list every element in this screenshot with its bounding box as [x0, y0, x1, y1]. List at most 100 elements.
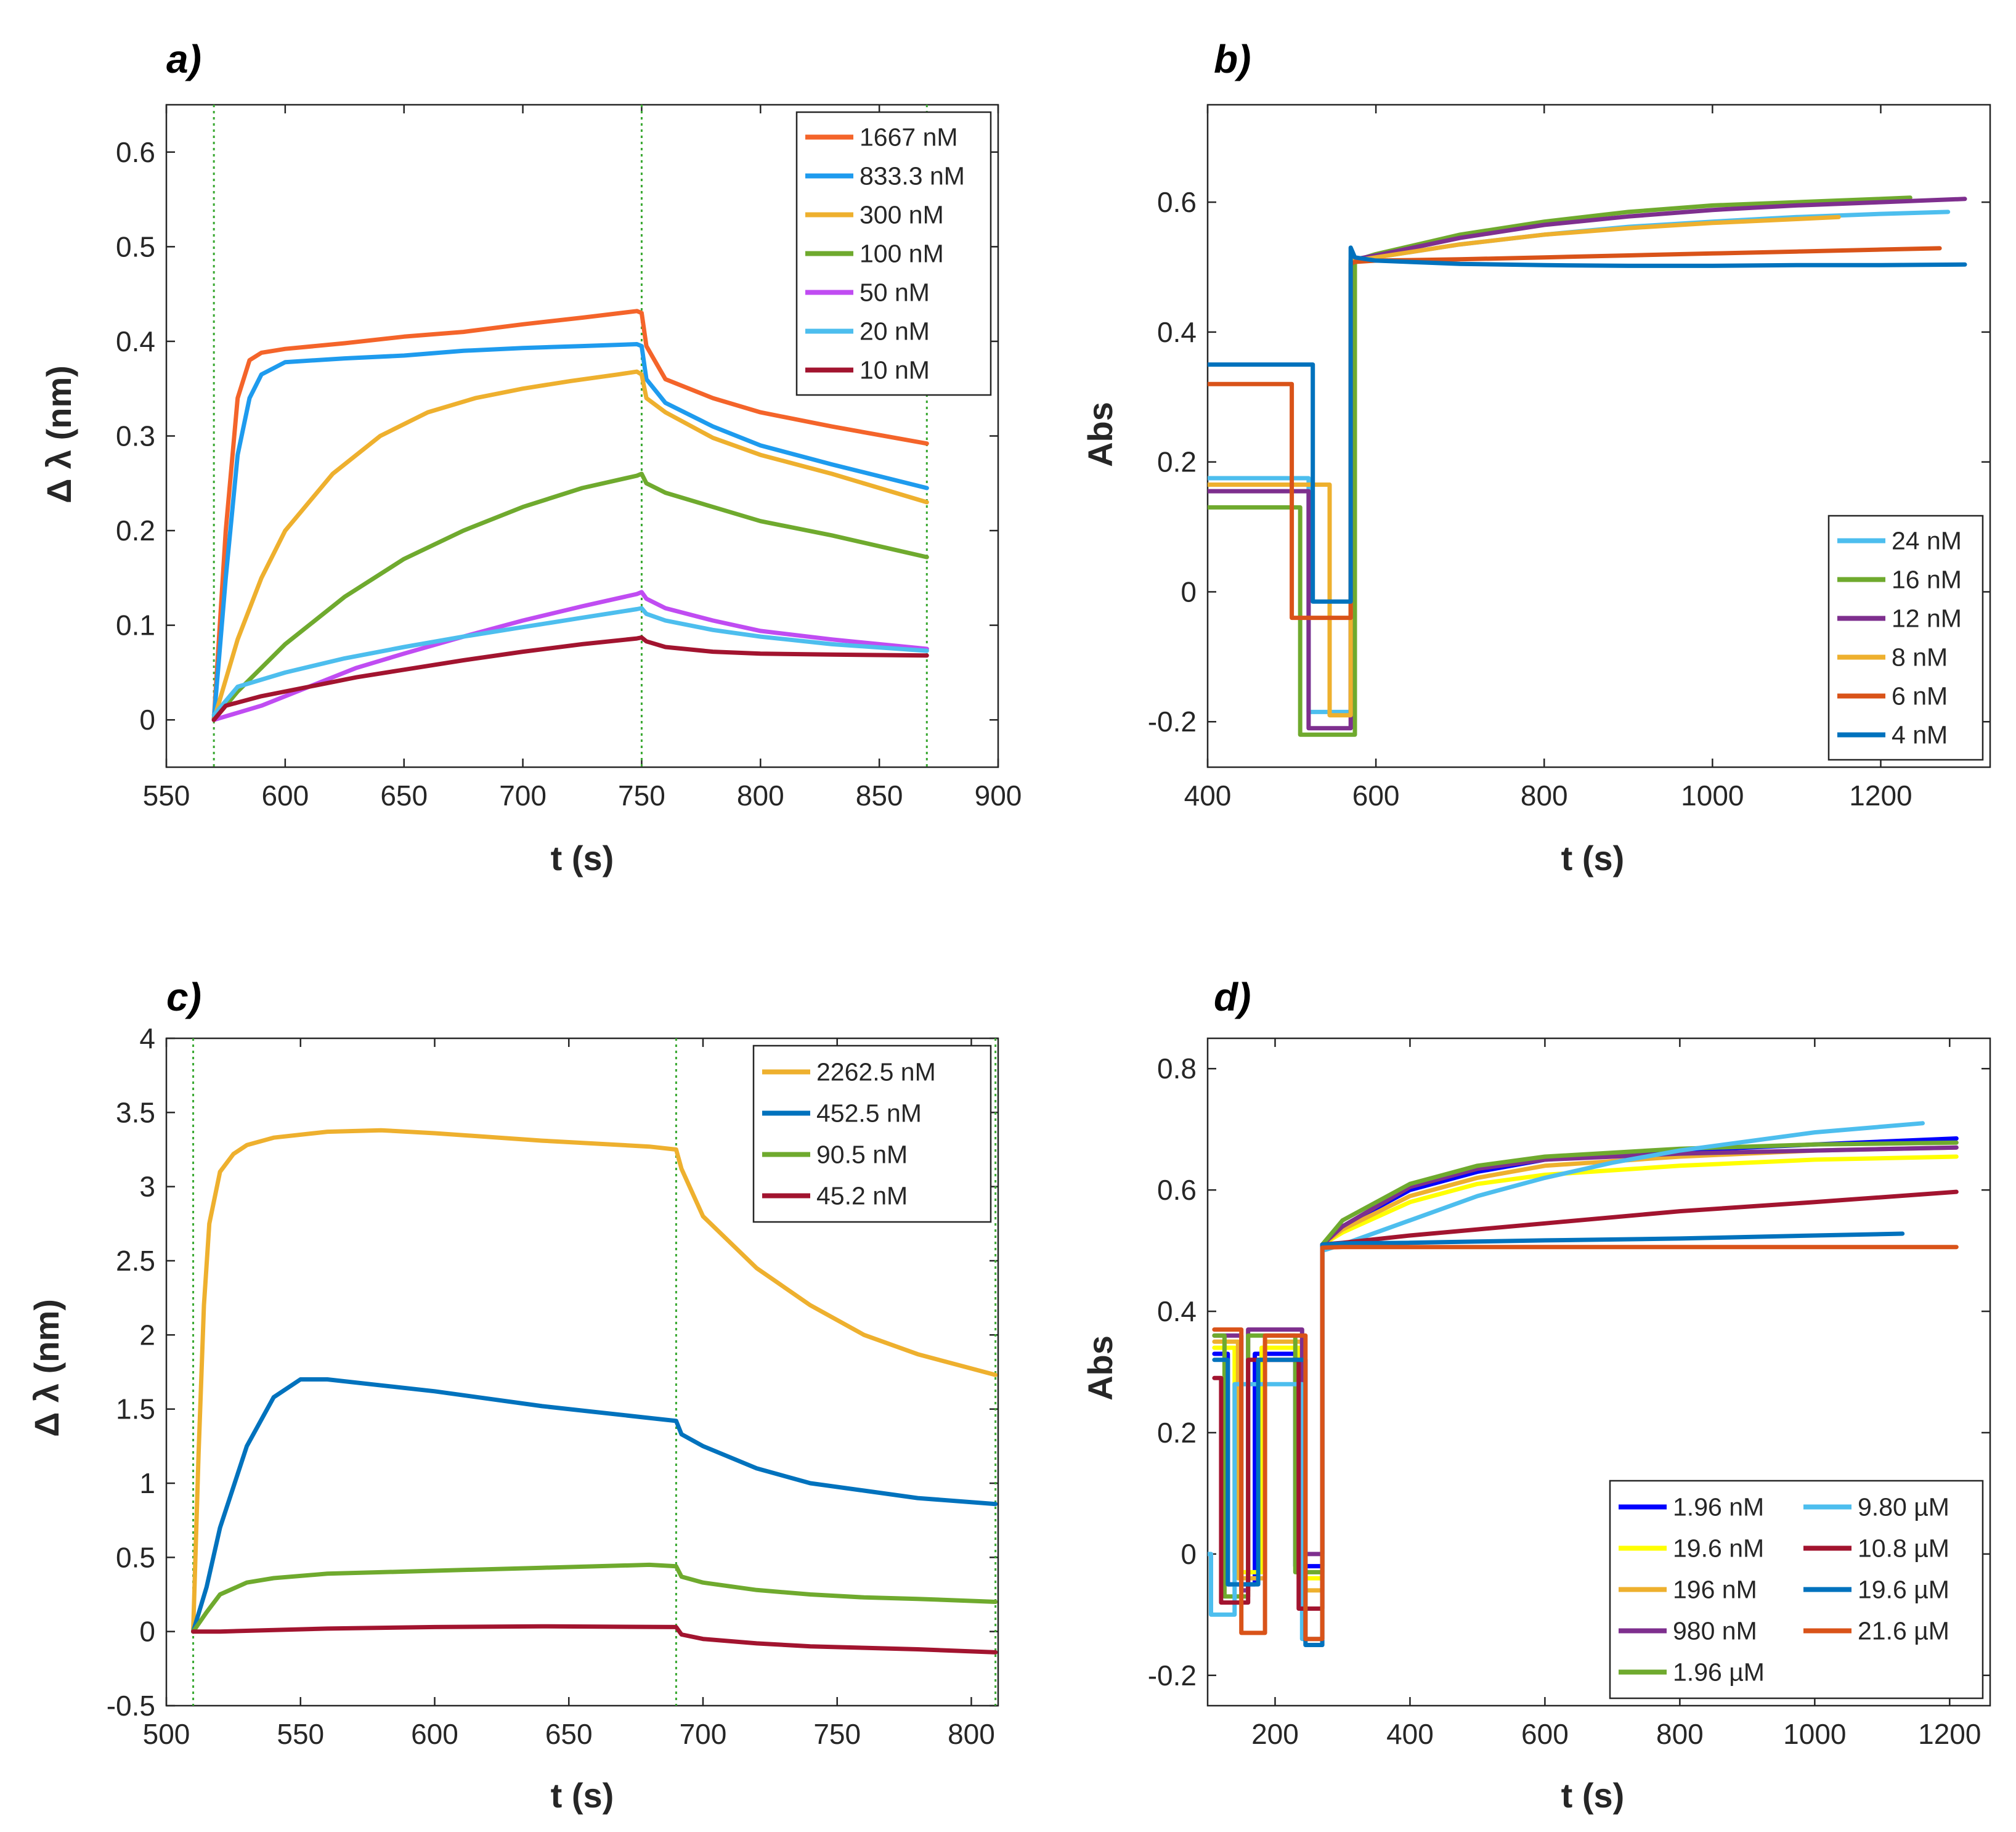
panel-a-xtick-label: 850 — [856, 780, 903, 812]
panel-d-legend-label: 1.96 nM — [1673, 1493, 1764, 1521]
panel-b-ytick-label: 0.6 — [1157, 186, 1197, 218]
panel-c-legend-label: 90.5 nM — [816, 1141, 908, 1169]
panel-a-xtick-label: 700 — [499, 780, 547, 812]
panel-a-xtick-label: 800 — [737, 780, 784, 812]
panel-d-ytick-label: 0 — [1181, 1538, 1197, 1570]
panel-d-ytick-label: 0.8 — [1157, 1052, 1197, 1085]
panel-d-ytick-label: 0.6 — [1157, 1174, 1197, 1206]
panel-a-ytick-label: 0.2 — [116, 515, 155, 547]
panel-b-xtick-label: 1200 — [1849, 780, 1912, 812]
panel-a-legend-label: 100 nM — [860, 240, 944, 268]
panel-b-legend-box — [1827, 515, 1984, 761]
panel-a-xtick-label: 900 — [975, 780, 1022, 812]
panel-d-xtick-label: 600 — [1521, 1718, 1569, 1750]
panel-b-ytick-label: 0.2 — [1157, 446, 1197, 478]
panel-a-ytick-label: 0.3 — [116, 420, 155, 452]
panel-b-plot: 400 600 800 1000 1200 -0.2 0 0.2 0.4 0.6 24 nM 16 n… — [1148, 104, 1991, 812]
panel-d-label: d) — [1214, 975, 1251, 1019]
panel-a-ytick-label: 0.6 — [116, 136, 155, 168]
panel-b-legend-label: 12 nM — [1892, 605, 1962, 633]
panel-a-legend-label: 50 nM — [860, 279, 930, 307]
panel-c-xtick-label: 650 — [545, 1718, 593, 1750]
panel-c-series-line — [191, 1377, 998, 1634]
panel-d-legend: 1.96 nM 19.6 nM 196 nM 980 nM 1.96 µM 9.80 µM… — [1609, 1480, 1984, 1700]
panel-c-legend-label: 45.2 nM — [816, 1182, 908, 1210]
panel-d-legend-label: 196 nM — [1673, 1576, 1757, 1604]
panel-c-xtick-label: 550 — [277, 1718, 324, 1750]
panel-c-legend-box — [752, 1044, 992, 1223]
panel-b-legend-label: 16 nM — [1892, 566, 1962, 594]
panel-b-ytick-label: 0.4 — [1157, 316, 1197, 348]
panel-d-legend-label: 1.96 µM — [1673, 1658, 1765, 1687]
panel-b-series-line — [1208, 197, 1967, 731]
panel-b-series-line — [1208, 245, 1967, 604]
panel-c-plot: 500 550 600 650 700 750 800 -0.5 0 0.5 1 1.5 2 2.5 3 3.… — [107, 1022, 999, 1750]
panel-a-series-line — [211, 590, 929, 722]
panel-b-legend-label: 8 nM — [1892, 643, 1948, 672]
panel-d-legend-label: 980 nM — [1673, 1617, 1757, 1645]
panel-a-ytick-label: 0.4 — [116, 325, 155, 357]
panel-c-series-line — [191, 1624, 998, 1655]
panel-b-legend-label: 4 nM — [1892, 721, 1948, 749]
panel-c-ytick-label: 0.5 — [116, 1541, 155, 1573]
panel-a-xtick-label: 750 — [618, 780, 665, 812]
panel-b-series-line — [1208, 195, 1912, 737]
panel-b-xtick-label: 600 — [1352, 780, 1400, 812]
panel-b-legend: 24 nM 16 nM 12 nM 8 nM 6 nM 4 nM — [1827, 515, 1984, 761]
panel-d-xtick-label: 800 — [1656, 1718, 1704, 1750]
panel-b-xtick-label: 1000 — [1681, 780, 1744, 812]
panel-a-ytick-label: 0.1 — [116, 609, 155, 641]
panel-c-xtick-label: 750 — [813, 1718, 861, 1750]
panel-c-legend-label: 2262.5 nM — [816, 1058, 936, 1086]
panel-b: b) t (s) Abs 400 600 800 1000 1200 -0.2 0 0.2 0.… — [1081, 37, 1991, 877]
panel-c-ytick-label: 1.5 — [116, 1393, 155, 1425]
panel-b-ytick-label: -0.2 — [1148, 706, 1197, 738]
panel-c-ylabel: Δ λ (nm) — [27, 1299, 66, 1437]
panel-c-series-line — [191, 1562, 998, 1634]
panel-b-xtick-label: 400 — [1184, 780, 1232, 812]
panel-a-xtick-label: 600 — [261, 780, 309, 812]
panel-a-series-line — [211, 369, 929, 722]
panel-b-ylabel: Abs — [1081, 402, 1120, 467]
panel-d-plot: 200 400 600 800 1000 1200 -0.2 0 0.2 0.4 0.6 0.8 1.9… — [1148, 1037, 1991, 1750]
panel-d-xtick-label: 1000 — [1783, 1718, 1846, 1750]
panel-b-legend-label: 24 nM — [1892, 527, 1962, 555]
panel-c-series-group — [191, 1128, 998, 1655]
panel-a-ytick-label: 0.5 — [116, 230, 155, 263]
panel-a-series-line — [211, 309, 929, 722]
panel-d-series-group — [1208, 1121, 1959, 1647]
panel-d-ytick-label: 0.4 — [1157, 1295, 1197, 1327]
panel-d-legend-label: 19.6 µM — [1858, 1576, 1949, 1604]
panel-c-xlabel: t (s) — [551, 1776, 614, 1815]
panel-a-series-line — [211, 606, 929, 717]
panel-d-legend-label: 19.6 nM — [1673, 1534, 1764, 1563]
panel-c-ytick-label: 2 — [139, 1319, 155, 1351]
panel-d-xtick-label: 200 — [1251, 1718, 1299, 1750]
panel-a-xtick-label: 550 — [143, 780, 190, 812]
panel-d-legend-label: 9.80 µM — [1858, 1493, 1949, 1521]
panel-a-series-group — [211, 309, 929, 722]
panel-a-legend-label: 20 nM — [860, 317, 930, 346]
panel-a-legend-label: 1667 nM — [860, 123, 958, 152]
panel-b-series-line — [1208, 214, 1841, 718]
panel-c-ytick-label: 2.5 — [116, 1245, 155, 1277]
panel-d-legend-box — [1609, 1480, 1984, 1700]
panel-c-xtick-label: 500 — [143, 1718, 190, 1750]
panel-d-ytick-label: -0.2 — [1148, 1659, 1197, 1692]
panel-b-series-line — [1208, 246, 1942, 621]
panel-d-legend-label: 10.8 µM — [1858, 1534, 1949, 1563]
panel-d: d) t (s) Abs 200 400 600 800 1000 1200 -0.2 0 0.… — [1081, 975, 1991, 1815]
panel-c-legend-label: 452.5 nM — [816, 1099, 922, 1128]
panel-c-ytick-label: -0.5 — [107, 1690, 155, 1722]
panel-b-xtick-label: 800 — [1521, 780, 1568, 812]
panel-d-legend-label: 21.6 µM — [1858, 1617, 1949, 1645]
panel-a-label: a) — [166, 37, 201, 81]
panel-d-ytick-label: 0.2 — [1157, 1417, 1197, 1449]
panel-a-ylabel: Δ λ (nm) — [39, 365, 78, 503]
panel-d-xlabel: t (s) — [1561, 1776, 1625, 1815]
panel-a-legend-label: 300 nM — [860, 201, 944, 229]
panel-c-series-line — [191, 1128, 998, 1634]
panel-c-label: c) — [166, 975, 201, 1019]
panel-c-xtick-label: 600 — [411, 1718, 458, 1750]
